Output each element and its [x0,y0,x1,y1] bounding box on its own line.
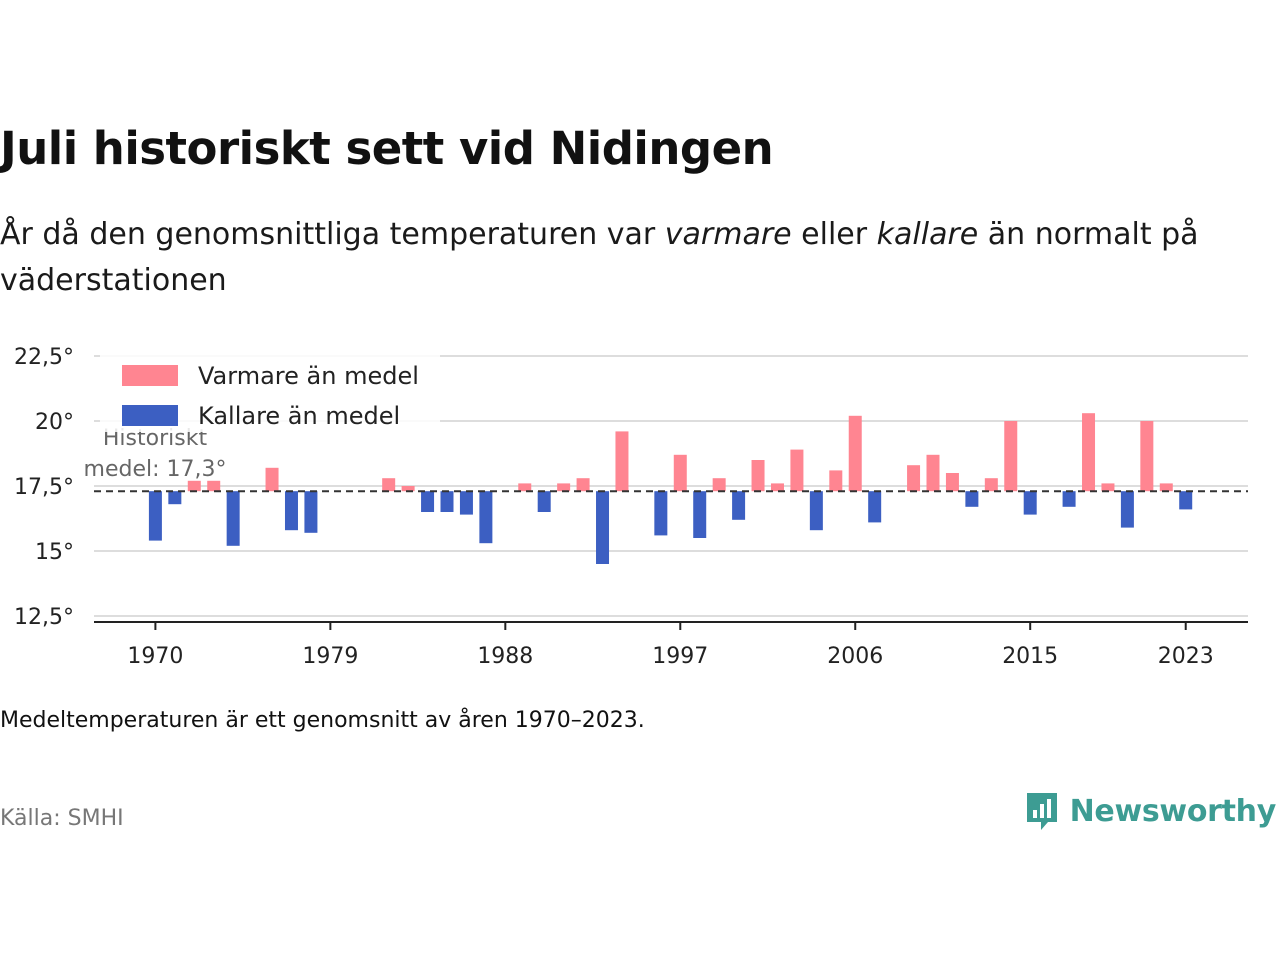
x-tick-label: 1988 [477,644,533,669]
bar-2018 [1082,413,1096,492]
bar-1996 [654,491,668,536]
x-tick-label: 2023 [1158,644,1214,669]
bar-2006 [848,415,862,492]
legend-warm-label: Varmare än medel [198,362,419,390]
bar-2013 [984,478,998,492]
bar-2015 [1023,491,1037,515]
legend-cold-label: Kallare än medel [198,402,400,430]
newsworthy-logo-icon [1026,793,1057,830]
bar-1986 [459,491,473,515]
bar-1976 [265,467,279,492]
subtitle-warm-word: varmare [664,217,792,252]
chart-title: Juli historiskt sett vid Nidingen [0,122,774,175]
bar-2019 [1101,483,1115,492]
bar-1992 [576,478,590,492]
bar-2023 [1179,491,1193,510]
brand-name: Newsworthy [1069,793,1277,829]
bar-1999 [712,478,726,492]
bars [148,413,1193,564]
x-tick-label: 2015 [1002,644,1058,669]
bar-1987 [479,491,493,544]
bar-2012 [965,491,979,507]
subtitle-part-2: eller [791,217,877,252]
x-tick-label: 2006 [827,644,883,669]
bar-1997 [673,454,687,492]
bar-1994 [615,431,629,492]
bar-2014 [1004,421,1018,492]
footnote: Medeltemperaturen är ett genomsnitt av å… [0,708,645,733]
bar-1970 [148,491,162,541]
legend-cold-swatch [122,405,178,426]
x-tick-label: 1970 [127,644,183,669]
bar-1982 [382,478,396,492]
bar-2005 [829,470,843,492]
bar-1998 [693,491,707,538]
legend-warm-swatch [122,365,178,386]
bar-1985 [440,491,454,512]
bar-1993 [596,491,610,564]
bar-1977 [284,491,298,531]
subtitle-part-1: År då den genomsnittliga temperaturen va… [0,217,665,252]
bar-2011 [945,473,959,492]
bar-1989 [518,483,532,492]
y-tick-label: 22,5° [14,345,74,370]
bar-2017 [1062,491,1076,507]
y-tick-label: 12,5° [14,605,74,630]
bar-2004 [809,491,823,531]
bar-1990 [537,491,551,512]
chart-subtitle: År då den genomsnittliga temperaturen va… [0,212,1240,304]
axes: 12,5° 15° 17,5° 20° 22,5° 1970 1979 1988 1997 200… [14,345,1248,669]
bar-1978 [304,491,318,533]
bar-2010 [926,454,940,492]
bar-1973 [207,480,221,492]
x-tick-label: 1979 [302,644,358,669]
bar-1984 [421,491,435,512]
bar-1974 [226,491,240,546]
bar-2009 [907,465,921,492]
bar-2001 [751,460,765,492]
bar-2007 [868,491,882,523]
bar-1991 [557,483,571,492]
bar-1971 [168,491,182,505]
source-text: Källa: SMHI [0,806,124,831]
bar-2020 [1120,491,1134,528]
bar-2003 [790,449,804,492]
subtitle-cold-word: kallare [876,217,979,252]
bar-2000 [732,491,746,520]
y-tick-label: 20° [35,410,74,435]
x-tick-label: 1997 [652,644,708,669]
bar-1983 [401,486,415,492]
bar-1972 [187,480,201,492]
subtitle-part-3: än normalt på väderstationen [0,217,1199,298]
brand-logo: Newsworthy [1024,790,1276,832]
y-tick-label: 17,5° [14,475,74,500]
legend: Varmare än medel Kallare än medel [100,352,440,432]
baseline-label-line: medel: 17,3° [84,457,227,482]
y-tick-label: 15° [35,540,74,565]
bar-2022 [1159,483,1173,492]
bar-2002 [770,483,784,492]
bar-2021 [1140,421,1154,492]
